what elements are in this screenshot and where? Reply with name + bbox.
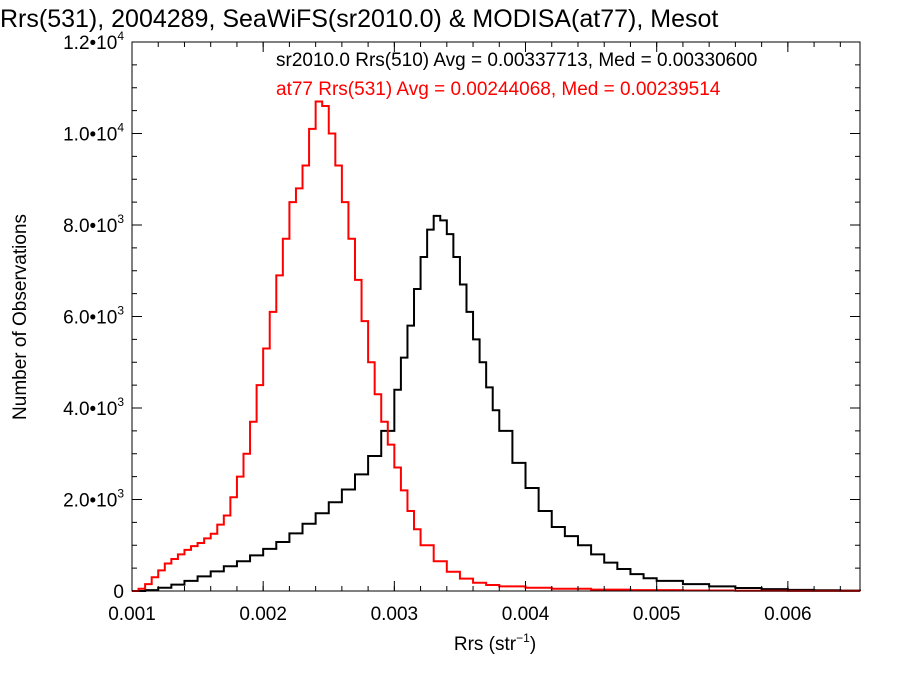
- x-tick-label: 0.003: [371, 604, 419, 625]
- x-axis: 0.001 0.002 0.003 0.004 0.005 0.006: [108, 42, 841, 625]
- x-tick-label: 0.005: [633, 604, 681, 625]
- annotation-red: at77 Rrs(531) Avg = 0.00244068, Med = 0.…: [276, 79, 721, 100]
- x-tick-label: 0.002: [239, 604, 287, 625]
- series-line-1: [132, 100, 861, 592]
- annotation-black: sr2010.0 Rrs(510) Avg = 0.00337713, Med …: [276, 50, 757, 71]
- x-axis-label-exponent: −1: [516, 631, 530, 645]
- y-tick-label: 6.0•103: [63, 304, 124, 329]
- y-tick-label: 0: [113, 582, 124, 603]
- x-tick-label: 0.004: [502, 604, 550, 625]
- x-tick-label: 0.006: [764, 604, 812, 625]
- y-tick-label: 8.0•103: [63, 212, 124, 237]
- y-axis: 0 2.0•103 4.0•103 6.0•103 8.0•103 1.0•104 1.2•…: [63, 29, 860, 603]
- series-layer: [132, 100, 861, 592]
- series-line-0: [132, 214, 861, 592]
- y-tick-label: 1.0•104: [63, 121, 124, 146]
- y-tick-label: 2.0•103: [63, 487, 124, 512]
- y-tick-label: 4.0•103: [63, 395, 124, 420]
- x-tick-label: 0.001: [108, 604, 156, 625]
- y-tick-label: 1.2•104: [63, 29, 124, 54]
- x-axis-label: Rrs (str−1): [454, 631, 536, 655]
- y-axis-label: Number of Observations: [10, 214, 31, 420]
- x-axis-label-close: ): [530, 634, 536, 655]
- x-axis-label-base: Rrs (str: [454, 634, 517, 655]
- plot-area: 0.001 0.002 0.003 0.004 0.005 0.006 0 2.0•103 4…: [63, 29, 861, 625]
- chart-title: Rrs(531), 2004289, SeaWiFS(sr2010.0) & M…: [0, 5, 718, 33]
